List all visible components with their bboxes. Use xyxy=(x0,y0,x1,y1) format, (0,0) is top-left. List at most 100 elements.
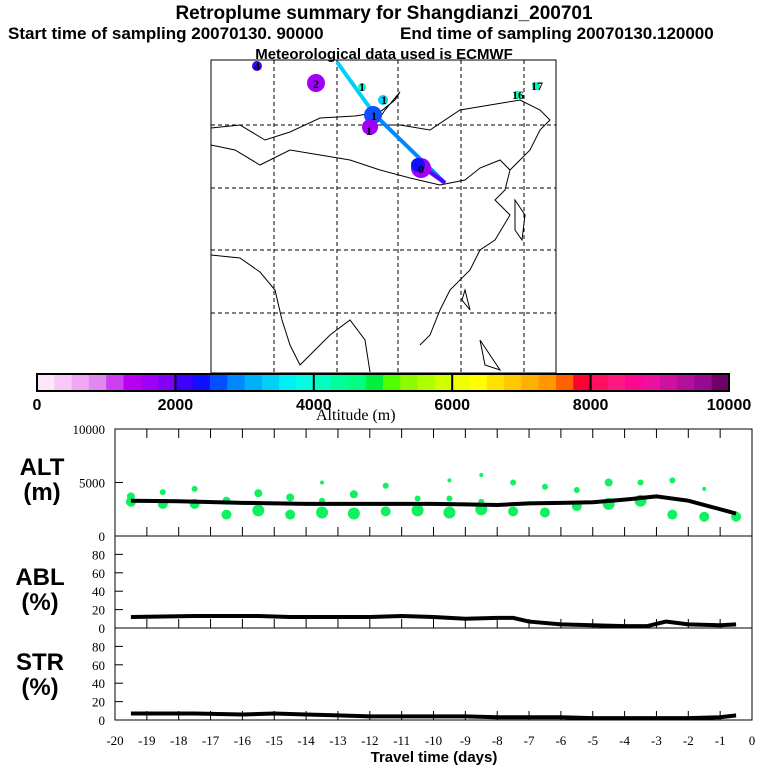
colorbar-swatch xyxy=(261,374,280,391)
colorbar: 0 2000 4000 6000 8000 10000 xyxy=(33,373,752,414)
altitude-dot xyxy=(285,509,296,520)
panel-str: 0 20 40 60 80 xyxy=(92,627,753,728)
colorbar-swatch xyxy=(452,374,470,391)
colorbar-tick-label: 4000 xyxy=(296,397,332,414)
colorbar-swatch xyxy=(469,374,488,391)
colorbar-swatch xyxy=(400,374,419,391)
colorbar-swatch xyxy=(434,374,453,391)
colorbar-swatch xyxy=(521,374,540,391)
abl-label: ABL (%) xyxy=(15,564,65,616)
colorbar-swatch xyxy=(106,374,124,391)
chart-title: Retroplume summary for Shangdianzi_20070… xyxy=(175,3,593,24)
x-tick-label: -14 xyxy=(297,733,315,748)
str-line xyxy=(130,711,737,721)
colorbar-tick-label: 10000 xyxy=(707,397,752,414)
map-label: 16 xyxy=(512,88,524,102)
y-tick-label: 0 xyxy=(99,621,106,636)
altitude-dot xyxy=(541,483,548,490)
colorbar-swatch xyxy=(694,374,713,391)
altitude-dot xyxy=(573,486,580,493)
x-tick-label: -5 xyxy=(587,733,598,748)
altitude-dot xyxy=(349,490,358,499)
altitude-dot xyxy=(702,486,707,491)
colorbar-swatch xyxy=(486,374,505,391)
y-tick-label: 20 xyxy=(92,695,105,710)
colorbar-swatch xyxy=(590,374,609,391)
altitude-dot xyxy=(126,492,135,501)
altitude-dot xyxy=(347,507,360,520)
altitude-dot xyxy=(191,485,198,492)
altitude-dot xyxy=(443,506,456,519)
colorbar-swatch xyxy=(71,374,90,391)
y-tick-label: 0 xyxy=(99,529,106,544)
x-tick-label: -20 xyxy=(106,733,123,748)
x-tick-label: 0 xyxy=(749,733,756,748)
altitude-dot xyxy=(667,509,678,520)
altitude-dot xyxy=(414,495,421,502)
map-label: 0 xyxy=(418,162,424,176)
x-tick-label: -9 xyxy=(460,733,471,748)
y-tick-label: 10000 xyxy=(73,422,106,437)
colorbar-swatch xyxy=(54,374,73,391)
alt-label: ALT (m) xyxy=(19,454,65,506)
y-tick-label: 80 xyxy=(92,547,105,562)
altitude-dot xyxy=(320,480,325,485)
colorbar-swatch xyxy=(607,374,626,391)
colorbar-label: Altitude (m) xyxy=(316,407,396,424)
altitude-dot xyxy=(382,482,389,489)
x-tick-label: -1 xyxy=(715,733,726,748)
colorbar-tick-label: 8000 xyxy=(573,397,609,414)
x-tick-label: -12 xyxy=(361,733,378,748)
end-time: End time of sampling 20070130.120000 xyxy=(400,24,714,43)
start-time: Start time of sampling 20070130. 90000 xyxy=(8,24,324,43)
map-label: 1 xyxy=(359,80,365,94)
y-tick-label: 40 xyxy=(92,676,105,691)
altitude-dot xyxy=(411,504,424,517)
y-tick-label: 80 xyxy=(92,639,105,654)
map-label: 1 xyxy=(371,109,377,123)
y-tick-label: 0 xyxy=(99,713,106,728)
colorbar-swatch xyxy=(37,374,55,391)
altitude-dot xyxy=(221,509,232,520)
colorbar-swatch xyxy=(123,374,142,391)
colorbar-swatch xyxy=(158,374,176,391)
abl-line xyxy=(130,614,737,629)
colorbar-swatch xyxy=(140,374,159,391)
colorbar-swatch xyxy=(296,374,315,391)
x-axis-label: Travel time (days) xyxy=(370,749,498,766)
colorbar-swatch xyxy=(88,374,107,391)
altitude-dot xyxy=(539,507,550,518)
panel-abl: 0 20 40 60 80 xyxy=(92,535,753,636)
colorbar-swatch xyxy=(279,374,297,391)
map-label: 17 xyxy=(531,79,543,93)
x-tick-label: -3 xyxy=(651,733,662,748)
altitude-dot xyxy=(508,506,519,517)
x-tick-label: -8 xyxy=(492,733,503,748)
colorbar-swatch xyxy=(659,374,678,391)
colorbar-swatch xyxy=(227,374,246,391)
trajectory-map: 4 2 1 1 1 1 0 16 17 xyxy=(210,59,557,374)
colorbar-swatch xyxy=(192,374,211,391)
x-tick-label: -19 xyxy=(138,733,155,748)
map-label: 1 xyxy=(366,124,372,138)
str-label: STR (%) xyxy=(16,649,64,701)
colorbar-swatch xyxy=(331,374,349,391)
colorbar-swatch xyxy=(417,374,436,391)
colorbar-swatch xyxy=(210,374,228,391)
map-label: 2 xyxy=(313,77,319,91)
altitude-dot xyxy=(479,473,484,478)
coastlines xyxy=(210,91,551,373)
altitude-dot xyxy=(252,504,265,517)
colorbar-tick-label: 2000 xyxy=(158,397,194,414)
colorbar-swatch xyxy=(573,374,592,391)
altitude-dot xyxy=(637,479,644,486)
altitude-dot xyxy=(380,506,391,517)
altitude-dot xyxy=(159,489,166,496)
panel-alt: 0 5000 10000 xyxy=(73,422,753,544)
colorbar-swatch xyxy=(625,374,643,391)
x-tick-label: -4 xyxy=(619,733,630,748)
colorbar-swatch xyxy=(365,374,384,391)
x-tick-label: -2 xyxy=(683,733,694,748)
